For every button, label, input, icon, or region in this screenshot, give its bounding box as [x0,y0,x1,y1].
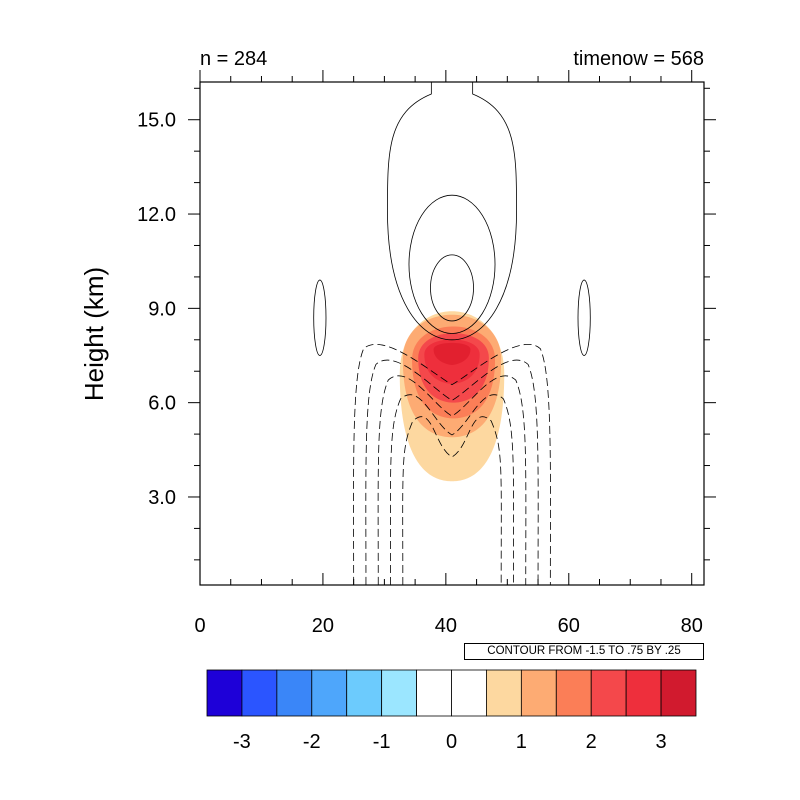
positive-contour-2 [430,254,474,322]
colorbar-box [590,669,627,717]
x-tick-labels: 0 20 40 60 80 [194,615,702,637]
colorbar [206,669,697,717]
colorbar-box [486,669,522,717]
y-tick-label: 15.0 [137,110,176,132]
colorbar-box [555,669,592,717]
y-tick-label: 12.0 [137,204,176,226]
positive-contour-1 [408,194,496,334]
colorbar-label: 3 [656,731,667,753]
colorbar-box [206,669,243,717]
y-tick-labels: 3.0 6.0 9.0 12.0 15.0 [137,110,176,509]
colorbar-box [276,669,313,717]
x-tick-label: 60 [558,615,580,637]
shaded-field [399,311,505,482]
y-tick-label: 3.0 [148,487,176,509]
x-tick-label: 80 [681,615,703,637]
colorbar-label: 2 [586,731,597,753]
colorbar-box [241,669,278,717]
negative-contour-2 [377,375,527,585]
colorbar-box [625,669,662,717]
colorbar-label: -3 [233,731,251,753]
negative-contour-1 [365,359,539,585]
colorbar-box [311,669,348,717]
colorbar-box [416,669,452,717]
colorbar-box [346,669,383,717]
title-left: n = 284 [200,48,267,70]
x-tick-label: 20 [312,615,334,637]
contour-info-box: CONTOUR FROM -1.5 TO .75 BY .25 [464,643,704,660]
line-contours [313,82,591,585]
colorbar-label: 0 [446,731,457,753]
positive-contour-4 [577,279,591,356]
x-tick-label: 40 [435,615,457,637]
x-tick-label: 0 [194,615,205,637]
title-right: timenow = 568 [573,48,704,70]
colorbar-labels: -3 -2 -1 0 1 2 3 [233,731,667,753]
plot-frame [199,81,705,586]
y-axis-label: Height (km) [79,267,109,401]
colorbar-label: -1 [373,731,391,753]
y-tick-label: 6.0 [148,393,176,415]
axis-ticks [188,70,716,585]
negative-contour-0 [353,343,551,585]
fill-level-1.5 [433,342,471,365]
colorbar-box [520,669,557,717]
y-tick-label: 9.0 [148,298,176,320]
colorbar-box [381,669,417,717]
colorbar-box [660,669,697,717]
colorbar-label: 1 [516,731,527,753]
positive-contour-3 [313,279,327,356]
colorbar-box [451,669,487,717]
colorbar-label: -2 [303,731,321,753]
positive-contour-0 [387,82,517,341]
negative-contour-3 [390,394,514,585]
